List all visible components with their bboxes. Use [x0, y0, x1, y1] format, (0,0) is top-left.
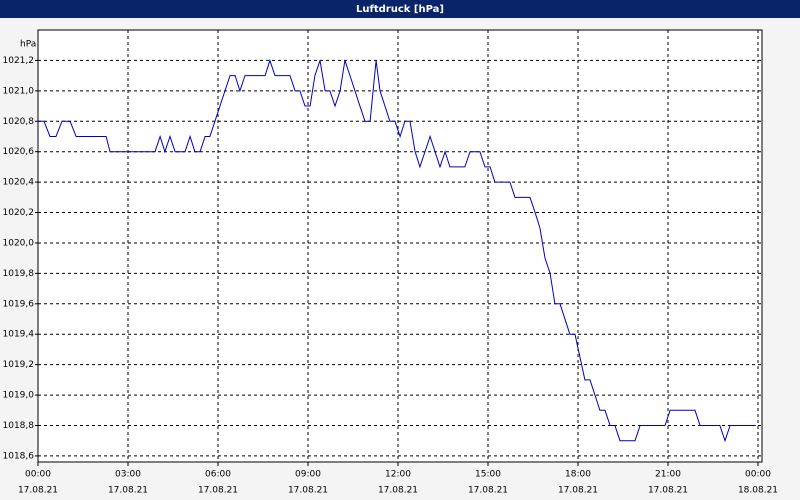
data-line: [38, 58, 756, 443]
y-tick-label: 1021,0: [3, 86, 35, 96]
title-bar: [0, 0, 800, 18]
y-tick-label: 1019,0: [3, 391, 35, 401]
y-tick-label: 1019,2: [3, 360, 35, 370]
y-tick-label: 1020,6: [3, 147, 35, 157]
y-tick-label: 1020,2: [3, 208, 35, 218]
y-tick-label: 1018,8: [3, 421, 35, 431]
y-tick-label: 1019,4: [3, 330, 35, 340]
chart-title: Luftdruck [hPa]: [356, 4, 444, 15]
y-tick-label: 1019,8: [3, 269, 35, 279]
x-tick-label: 18:00: [565, 470, 591, 480]
x-tick-label: 15:00: [475, 470, 501, 480]
x-tick-label: 12:00: [385, 470, 411, 480]
y-tick-label: 1020,8: [3, 117, 35, 127]
x-tick-label: 00:00: [745, 470, 771, 480]
y-tick-label: 1020,4: [3, 178, 35, 188]
x-tick-date: 17.08.21: [198, 486, 238, 496]
plot-area: [37, 29, 763, 463]
y-tick-label: 1018,6: [3, 451, 35, 461]
y-tick-label: 1021,2: [3, 56, 35, 66]
y-tick-label: 1019,6: [3, 299, 35, 309]
x-tick-date: 17.08.21: [18, 486, 58, 496]
x-tick-date: 17.08.21: [468, 486, 508, 496]
y-axis-label: hPa: [20, 40, 36, 50]
x-tick-label: 09:00: [295, 470, 321, 480]
y-tick-label: 1020,0: [3, 238, 35, 248]
x-tick-label: 03:00: [115, 470, 141, 480]
x-tick-label: 06:00: [205, 470, 231, 480]
x-tick-date: 17.08.21: [108, 486, 148, 496]
x-tick-label: 21:00: [655, 470, 681, 480]
x-tick-date: 17.08.21: [558, 486, 598, 496]
x-tick-date: 17.08.21: [288, 486, 328, 496]
x-tick-date: 17.08.21: [378, 486, 418, 496]
x-tick-date: 17.08.21: [648, 486, 688, 496]
x-tick-label: 00:00: [25, 470, 51, 480]
x-tick-date: 18.08.21: [738, 486, 778, 496]
